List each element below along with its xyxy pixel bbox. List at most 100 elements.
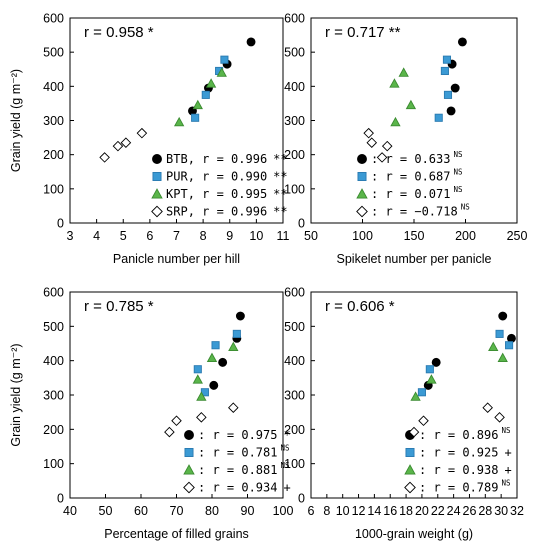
x-tick-label: 8 bbox=[200, 229, 207, 243]
legend-marker-pur bbox=[357, 171, 367, 181]
data-point-kpt bbox=[206, 352, 218, 362]
legend-entry-srp: SRP, r = 0.996 ** bbox=[166, 205, 288, 219]
legend-significance: ** bbox=[273, 205, 287, 219]
legend-entry-kpt: : r = 0.071 NS bbox=[371, 185, 463, 201]
x-tick-label: 6 bbox=[308, 504, 315, 518]
legend-r-value: r = 0.938 bbox=[433, 463, 498, 477]
x-tick-label: 10 bbox=[336, 504, 350, 518]
data-point-pur bbox=[201, 90, 210, 99]
legend-marker-pur bbox=[152, 171, 162, 181]
legend-significance: NS bbox=[501, 479, 511, 488]
legend-entry-srp: : r = −0.718 NS bbox=[371, 203, 470, 219]
legend-series-name: PUR bbox=[166, 170, 188, 184]
x-tick-label: 10 bbox=[249, 229, 263, 243]
x-tick-label: 60 bbox=[134, 504, 148, 518]
x-tick-label: 16 bbox=[383, 504, 397, 518]
data-point-srp bbox=[494, 412, 505, 423]
legend-entry-pur: : r = 0.781 NS bbox=[198, 444, 290, 460]
legend-colon: , bbox=[188, 205, 202, 219]
legend-colon: , bbox=[188, 152, 202, 166]
data-point-btb bbox=[246, 37, 256, 47]
legend-colon: : bbox=[198, 428, 212, 442]
data-point-kpt bbox=[410, 391, 421, 401]
data-point-pur bbox=[505, 341, 514, 350]
y-tick-label: 400 bbox=[284, 354, 305, 368]
data-point-srp bbox=[196, 412, 207, 423]
x-tick-label: 4 bbox=[93, 229, 100, 243]
data-point-pur bbox=[220, 55, 229, 64]
legend-entry-pur: : r = 0.687 NS bbox=[371, 168, 463, 184]
x-tick-label: 24 bbox=[447, 504, 461, 518]
legend-r-value: r = 0.996 bbox=[202, 205, 267, 219]
y-tick-label: 0 bbox=[298, 492, 305, 506]
x-tick-label: 100 bbox=[273, 504, 294, 518]
data-point-kpt bbox=[497, 352, 508, 362]
data-point-kpt bbox=[174, 116, 185, 127]
data-point-srp bbox=[366, 137, 378, 148]
data-point-pur bbox=[442, 55, 452, 64]
legend-r-value: r = 0.975 bbox=[212, 428, 277, 442]
data-point-btb bbox=[507, 333, 516, 343]
data-point-kpt bbox=[405, 99, 417, 110]
panel-3: 40 50 60 70 80 90 100 0 100 200 300 400 500 600 Percen… bbox=[9, 286, 293, 542]
legend-significance: NS bbox=[280, 444, 290, 453]
data-point-kpt bbox=[192, 374, 203, 384]
y-tick-label: 100 bbox=[43, 457, 64, 471]
data-point-kpt bbox=[228, 341, 239, 351]
data-point-srp bbox=[99, 152, 110, 163]
data-point-pur bbox=[193, 365, 202, 374]
legend-marker-pur bbox=[184, 448, 194, 458]
y-tick-label: 500 bbox=[284, 320, 305, 334]
legend-r-value: r = 0.687 bbox=[385, 170, 450, 184]
x-tick-label: 5 bbox=[120, 229, 127, 243]
data-point-srp bbox=[228, 402, 239, 413]
legend-r-value: r = 0.990 bbox=[202, 170, 267, 184]
legend-r-value: r = 0.633 bbox=[385, 152, 450, 166]
data-point-pur bbox=[434, 113, 443, 122]
data-point-btb bbox=[209, 380, 219, 390]
x-tick-label: 32 bbox=[510, 504, 524, 518]
y-tick-label: 0 bbox=[298, 217, 305, 231]
legend-significance: NS bbox=[453, 185, 463, 194]
legend-significance: ** bbox=[273, 152, 287, 166]
data-point-btb bbox=[457, 37, 467, 47]
data-point-pur bbox=[232, 329, 241, 338]
legend-r-value: r = 0.896 bbox=[433, 428, 498, 442]
x-axis-label: Panicle number per hill bbox=[113, 252, 240, 266]
legend-entry-kpt: : r = 0.881 NS bbox=[198, 461, 290, 477]
data-point-kpt bbox=[488, 341, 499, 351]
legend-significance: NS bbox=[461, 203, 471, 212]
data-point-pur bbox=[211, 341, 220, 350]
x-axis-label: Percentage of filled grains bbox=[104, 527, 249, 541]
y-tick-label: 600 bbox=[284, 12, 305, 26]
legend-colon: : bbox=[371, 205, 385, 219]
legend-r-value: r = 0.781 bbox=[212, 446, 277, 460]
legend-colon: : bbox=[419, 463, 433, 477]
data-point-srp bbox=[381, 140, 393, 152]
y-tick-label: 500 bbox=[43, 320, 64, 334]
x-tick-label: 20 bbox=[415, 504, 429, 518]
legend-series-name: SRP bbox=[166, 205, 188, 219]
x-tick-label: 200 bbox=[455, 229, 476, 243]
x-tick-label: 100 bbox=[352, 229, 373, 243]
data-point-btb bbox=[431, 357, 441, 367]
data-point-kpt bbox=[192, 99, 203, 110]
x-tick-label: 9 bbox=[226, 229, 233, 243]
y-tick-label: 300 bbox=[284, 114, 305, 128]
data-point-kpt bbox=[205, 78, 217, 88]
data-point-srp bbox=[418, 415, 429, 427]
data-point-srp bbox=[164, 426, 175, 438]
legend-marker-srp bbox=[151, 205, 163, 218]
legend-marker-btb bbox=[152, 154, 162, 164]
legend-colon: : bbox=[198, 463, 212, 477]
data-point-srp bbox=[112, 140, 124, 152]
legend-entry-srp: : r = 0.934 + bbox=[198, 481, 291, 495]
legend-colon: , bbox=[188, 170, 202, 184]
y-tick-label: 300 bbox=[284, 389, 305, 403]
overall-correlation: r = 0.717 ** bbox=[325, 24, 401, 41]
legend-marker-kpt bbox=[183, 464, 195, 475]
y-tick-label: 500 bbox=[43, 46, 64, 60]
y-tick-label: 0 bbox=[57, 492, 64, 506]
x-tick-label: 70 bbox=[170, 504, 184, 518]
